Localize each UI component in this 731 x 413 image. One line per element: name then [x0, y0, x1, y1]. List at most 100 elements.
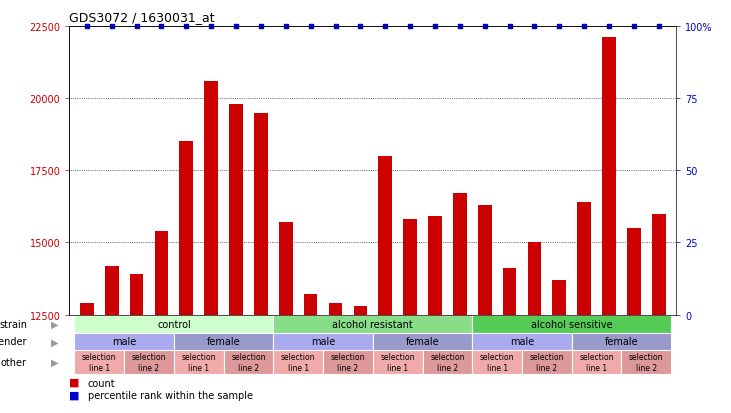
Text: GDS3072 / 1630031_at: GDS3072 / 1630031_at	[69, 11, 215, 24]
Point	[628, 24, 640, 30]
Point	[529, 24, 540, 30]
Bar	[472, 351, 522, 374]
Bar	[572, 351, 621, 374]
Bar	[553, 280, 566, 413]
Text: strain: strain	[0, 319, 27, 329]
Point	[578, 24, 590, 30]
Text: female: female	[605, 337, 638, 347]
Text: selection
line 1: selection line 1	[580, 352, 614, 372]
Text: other: other	[1, 357, 27, 367]
Text: selection
line 2: selection line 2	[132, 352, 166, 372]
Bar	[379, 157, 392, 413]
Text: ▶: ▶	[50, 319, 58, 329]
Bar	[621, 351, 671, 374]
Text: ■: ■	[69, 389, 80, 399]
Bar	[323, 351, 373, 374]
Text: gender: gender	[0, 337, 27, 347]
Point	[230, 24, 242, 30]
Text: percentile rank within the sample: percentile rank within the sample	[88, 390, 253, 400]
Bar	[105, 266, 118, 413]
Point	[429, 24, 441, 30]
Point	[553, 24, 565, 30]
Bar	[404, 220, 417, 413]
Text: selection
line 1: selection line 1	[82, 352, 116, 372]
Point	[355, 24, 366, 30]
Point	[205, 24, 217, 30]
Bar	[75, 315, 273, 333]
Text: ■: ■	[69, 377, 80, 387]
Bar	[453, 194, 466, 413]
Bar	[423, 351, 472, 374]
Bar	[205, 81, 218, 413]
Bar	[230, 104, 243, 413]
Bar	[652, 214, 666, 413]
Text: selection
line 2: selection line 2	[231, 352, 266, 372]
Point	[255, 24, 267, 30]
Bar	[373, 333, 472, 351]
Bar	[472, 333, 572, 351]
Bar	[472, 315, 671, 333]
Point	[131, 24, 143, 30]
Text: selection
line 2: selection line 2	[430, 352, 465, 372]
Text: control: control	[157, 319, 191, 329]
Point	[379, 24, 391, 30]
Point	[404, 24, 416, 30]
Bar	[75, 351, 124, 374]
Point	[330, 24, 341, 30]
Bar	[627, 228, 641, 413]
Bar	[254, 113, 268, 413]
Text: selection
line 1: selection line 1	[181, 352, 216, 372]
Text: selection
line 2: selection line 2	[530, 352, 564, 372]
Bar	[80, 303, 94, 413]
Bar	[522, 351, 572, 374]
Text: ▶: ▶	[50, 337, 58, 347]
Point	[181, 24, 192, 30]
Bar	[528, 243, 541, 413]
Point	[280, 24, 292, 30]
Text: female: female	[207, 337, 240, 347]
Bar	[279, 223, 292, 413]
Text: alcohol resistant: alcohol resistant	[333, 319, 413, 329]
Bar	[174, 333, 273, 351]
Point	[81, 24, 93, 30]
Text: male: male	[311, 337, 336, 347]
Bar	[354, 306, 367, 413]
Point	[156, 24, 167, 30]
Point	[653, 24, 664, 30]
Bar	[155, 231, 168, 413]
Text: selection
line 1: selection line 1	[480, 352, 515, 372]
Bar	[577, 202, 591, 413]
Point	[603, 24, 615, 30]
Bar	[503, 269, 516, 413]
Bar	[129, 275, 143, 413]
Bar	[124, 351, 174, 374]
Point	[305, 24, 317, 30]
Text: count: count	[88, 378, 115, 388]
Text: ▶: ▶	[50, 357, 58, 367]
Bar	[329, 303, 342, 413]
Point	[106, 24, 118, 30]
Text: alcohol sensitive: alcohol sensitive	[531, 319, 613, 329]
Text: male: male	[510, 337, 534, 347]
Bar	[273, 351, 323, 374]
Bar	[273, 333, 373, 351]
Bar	[180, 142, 193, 413]
Bar	[174, 351, 224, 374]
Bar	[373, 351, 423, 374]
Bar	[75, 333, 174, 351]
Text: female: female	[406, 337, 439, 347]
Bar	[428, 217, 442, 413]
Point	[504, 24, 515, 30]
Bar	[478, 205, 491, 413]
Text: selection
line 2: selection line 2	[629, 352, 664, 372]
Point	[454, 24, 466, 30]
Text: selection
line 1: selection line 1	[380, 352, 415, 372]
Point	[479, 24, 491, 30]
Bar	[304, 295, 317, 413]
Bar	[224, 351, 273, 374]
Bar	[572, 333, 671, 351]
Bar	[602, 38, 616, 413]
Text: selection
line 2: selection line 2	[330, 352, 366, 372]
Bar	[273, 315, 472, 333]
Text: selection
line 1: selection line 1	[281, 352, 316, 372]
